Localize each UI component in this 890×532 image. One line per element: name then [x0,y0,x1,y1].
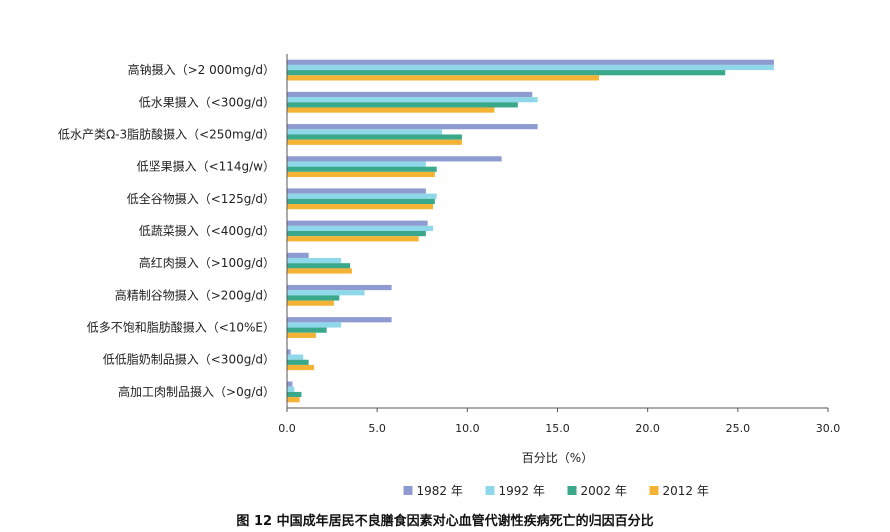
category-label: 低坚果摄入（<114g/w） [137,159,275,174]
bar [287,397,300,403]
bar [287,322,342,328]
legend-label: 2002 年 [581,484,627,498]
category-label: 低多不饱和脂肪酸摄入（<10%E） [87,320,275,335]
bar [287,354,304,360]
x-tick-label: 25.0 [726,422,751,435]
bar [287,332,316,338]
bar [287,107,495,113]
bar [287,193,437,199]
legend-swatch [403,486,413,495]
bar [287,97,538,103]
bar [287,70,726,76]
bar [287,59,774,65]
bar [287,124,538,130]
bar [287,364,315,371]
bar [287,139,462,145]
legend-swatch [649,486,659,495]
bar [287,102,518,108]
bars-layer [287,59,774,403]
category-label: 高红肉摄入（>100g/d） [139,255,275,270]
bar [287,317,392,323]
legend-label: 1992 年 [499,484,545,498]
x-axis-title: 百分比（%） [522,451,593,465]
bar [287,129,443,135]
legend-label: 1982 年 [417,484,463,498]
x-tick-labels: 0.0 5.0 10.0 15.0 20.0 25.0 30.0 [278,408,840,435]
category-label: 低全谷物摄入（<125g/d） [127,191,275,206]
category-label: 低水果摄入（<300g/d） [139,94,275,109]
bar [287,391,302,398]
figure-caption: 图 12 中国成年居民不良膳食因素对心血管代谢性疾病死亡的归因百分比 [236,513,653,529]
x-tick-label: 10.0 [455,422,480,435]
bar [287,220,428,226]
bar [287,257,342,264]
x-tick-label: 15.0 [545,422,570,435]
bar [287,381,293,387]
bar [287,327,327,333]
bar [287,171,435,178]
category-labels: 高钠摄入（>2 000mg/d） 低水果摄入（<300g/d） 低水产类Ω-3脂肪酸… [58,62,275,399]
bar [287,166,437,172]
bar [287,263,351,269]
bar [287,161,426,167]
category-label: 高加工肉制品摄入（>0g/d） [118,384,275,399]
x-tick-label: 5.0 [368,422,386,435]
x-tick-label: 0.0 [278,422,296,435]
category-label: 低水产类Ω-3脂肪酸摄入（<250mg/d） [58,126,275,141]
bar [287,300,334,306]
x-tick-label: 30.0 [816,422,841,435]
bar [287,284,392,291]
bar [287,188,426,194]
bar [287,359,309,365]
bar [287,236,419,242]
legend: 1982 年 1992 年 2002 年 2012 年 [403,484,709,498]
bar [287,134,462,140]
legend-label: 2012 年 [663,484,709,498]
bar [287,156,502,162]
bar [287,225,434,231]
bar [287,268,352,274]
category-label: 高精制谷物摄入（>200g/d） [115,287,275,302]
bar [287,91,533,98]
bar [287,290,365,296]
legend-swatch [485,486,495,495]
bar [287,231,426,237]
x-tick-label: 20.0 [635,422,660,435]
category-label: 高钠摄入（>2 000mg/d） [128,62,275,77]
bar [287,295,340,301]
category-label: 低蔬菜摄入（<400g/d） [139,223,275,238]
bar [287,349,291,355]
bar [287,386,295,392]
bar [287,75,599,81]
bar [287,252,309,258]
bar [287,198,435,205]
legend-swatch [567,486,577,495]
bar [287,64,774,71]
bar [287,204,434,210]
category-label: 低低脂奶制品摄入（<300g/d） [103,352,275,367]
